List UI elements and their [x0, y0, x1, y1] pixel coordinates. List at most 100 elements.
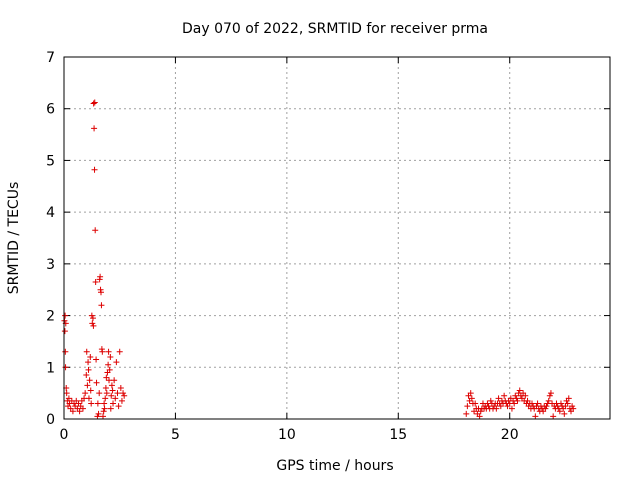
data-point [63, 390, 70, 397]
x-tick-label: 20 [501, 427, 519, 443]
data-point [62, 364, 69, 371]
x-tick-label: 5 [171, 427, 180, 443]
y-tick-label: 0 [46, 412, 55, 428]
data-point [88, 312, 95, 319]
data-point [556, 408, 563, 415]
data-point [542, 405, 549, 412]
data-point [485, 403, 492, 410]
data-point [91, 99, 98, 106]
data-point [82, 390, 89, 397]
data-point [111, 377, 118, 384]
data-point [564, 400, 571, 407]
data-point [91, 166, 98, 173]
data-point [101, 400, 108, 407]
data-point [557, 400, 564, 407]
data-point [62, 312, 69, 319]
data-point [476, 413, 483, 420]
data-point [463, 410, 470, 417]
y-tick-label: 1 [46, 360, 55, 376]
data-point [87, 353, 94, 360]
data-point [117, 384, 124, 391]
data-point [94, 413, 101, 420]
y-tick-label: 4 [46, 205, 55, 221]
data-point [110, 400, 117, 407]
data-point [90, 322, 97, 329]
data-point [121, 392, 128, 399]
data-point [534, 400, 541, 407]
y-tick-label: 7 [46, 50, 55, 66]
x-tick-label: 10 [278, 427, 296, 443]
y-tick-label: 2 [46, 309, 55, 325]
data-point [106, 366, 113, 373]
data-point [107, 405, 114, 412]
data-point [464, 403, 471, 410]
data-point [98, 302, 105, 309]
data-point [84, 382, 91, 389]
grid-lines [64, 57, 610, 419]
data-point [468, 395, 475, 402]
data-point [493, 405, 500, 412]
data-point [85, 359, 92, 366]
axis-ticks: 0 5 10 15 20 0 1 2 3 4 5 6 7 [46, 50, 610, 443]
data-point [511, 400, 518, 407]
data-point [100, 408, 107, 415]
data-point [97, 289, 104, 296]
data-point [118, 397, 125, 404]
data-point [88, 400, 95, 407]
data-point [93, 379, 100, 386]
data-point [565, 395, 572, 402]
data-point [516, 387, 523, 394]
data-point [545, 397, 552, 404]
data-point [91, 125, 98, 132]
data-point [543, 403, 550, 410]
data-point [561, 410, 568, 417]
data-point [109, 387, 116, 394]
y-axis-label: SRMTID / TECUs [6, 182, 22, 295]
data-point [99, 348, 106, 355]
data-point [69, 408, 76, 415]
data-point [100, 413, 106, 420]
data-point [92, 278, 99, 285]
data-point [570, 405, 577, 412]
y-tick-label: 3 [46, 257, 55, 273]
data-point [487, 397, 494, 404]
data-points [61, 99, 577, 420]
data-point [92, 227, 99, 234]
data-point [96, 390, 103, 397]
data-point [95, 410, 102, 417]
data-point [65, 395, 72, 402]
data-point [108, 382, 115, 389]
data-point [508, 405, 515, 412]
data-point [495, 395, 502, 402]
data-point [112, 395, 119, 402]
data-point [550, 413, 557, 420]
data-point [513, 395, 520, 402]
plot-frame [63, 56, 611, 420]
data-point [83, 372, 90, 379]
data-point [90, 100, 97, 107]
data-point [103, 374, 110, 381]
data-point [532, 413, 539, 420]
data-point [102, 384, 109, 391]
data-point [115, 403, 122, 410]
y-tick-label: 5 [46, 153, 55, 169]
data-point [62, 348, 69, 355]
chart-title: Day 070 of 2022, SRMTID for receiver prm… [182, 21, 488, 37]
data-point [85, 395, 92, 402]
data-point [76, 408, 83, 415]
data-point [83, 348, 90, 355]
data-point [79, 405, 86, 412]
data-point [546, 392, 553, 399]
data-point [477, 408, 484, 415]
data-point [105, 361, 112, 368]
data-point [522, 392, 529, 399]
data-point [108, 392, 115, 399]
data-point [547, 390, 554, 397]
data-point [94, 400, 101, 407]
data-point [89, 315, 96, 322]
x-tick-label: 15 [389, 427, 407, 443]
data-point [114, 390, 121, 397]
data-point [467, 390, 474, 397]
data-point [102, 395, 109, 402]
data-point [61, 328, 68, 335]
